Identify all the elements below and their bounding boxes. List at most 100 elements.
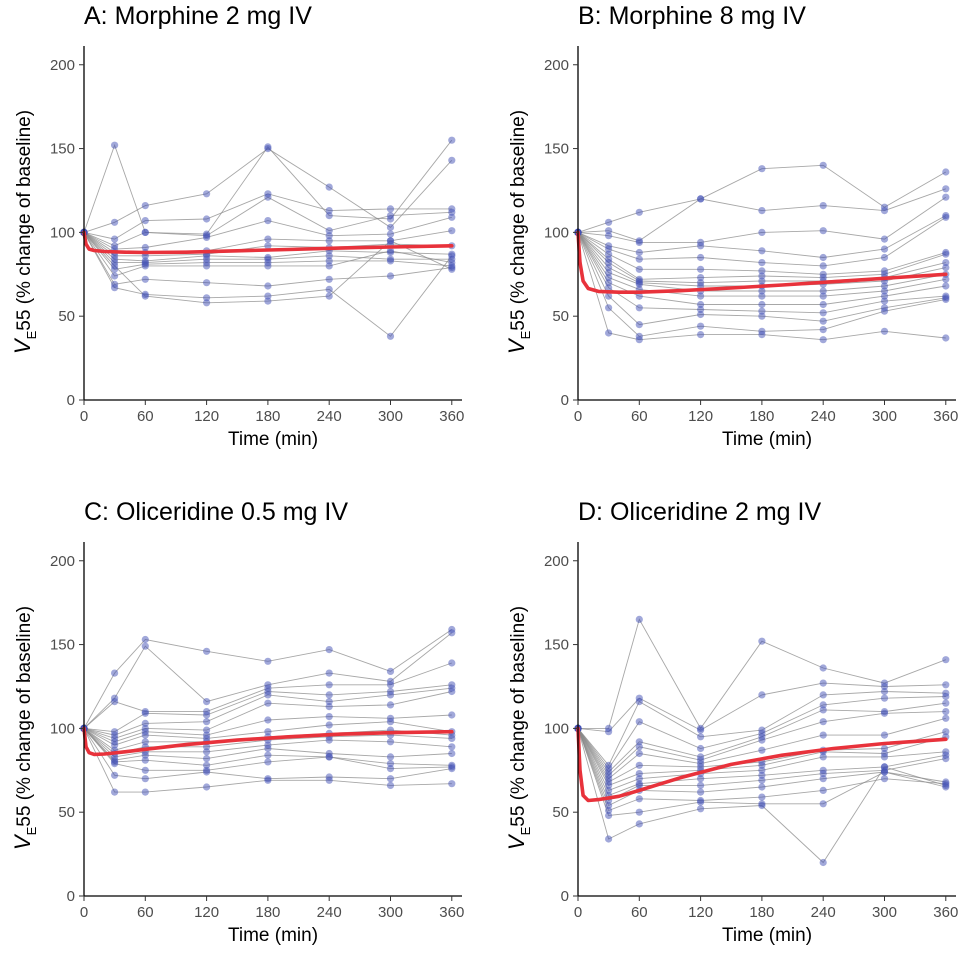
observation-point-a-5-120 <box>203 233 211 241</box>
subject-line-a-5 <box>83 216 452 250</box>
subject-line-b-2 <box>577 188 946 242</box>
subject-line-c-3 <box>83 662 452 729</box>
x-tick-label-c-240: 240 <box>317 904 342 921</box>
observation-point-a-13-120 <box>203 294 211 302</box>
observation-point-b-8-180 <box>758 277 766 285</box>
plot-area-a: 0 50 100 150 200 0 60 120 180 240 300 360 Time (min)… <box>10 46 464 450</box>
subject-lines-a <box>83 139 453 337</box>
subject-line-a-9 <box>83 232 452 264</box>
x-axis-title-b: Time (min) <box>722 429 812 450</box>
observation-point-a-13-360 <box>448 252 456 260</box>
observation-point-b-16-180 <box>758 331 766 339</box>
observation-point-a-1-30 <box>111 141 119 149</box>
y-tick-label-c-100: 100 <box>50 720 75 737</box>
observation-point-b-15-240 <box>819 326 827 334</box>
x-tick-label-b-0: 0 <box>574 408 582 425</box>
observation-point-b-12-300 <box>880 292 889 300</box>
observation-point-c-11-240 <box>325 736 333 744</box>
observation-point-d-16-300 <box>880 763 889 771</box>
subject-line-d-11 <box>577 728 946 796</box>
observation-point-d-13-30 <box>605 801 613 810</box>
observation-point-d-8-300 <box>880 744 889 753</box>
observation-point-d-2-120 <box>697 726 705 734</box>
x-tick-label-d-180: 180 <box>749 904 774 921</box>
observation-point-c-5-120 <box>203 718 211 726</box>
x-tick-label-b-300: 300 <box>872 408 897 425</box>
observation-point-b-3-360 <box>942 193 950 201</box>
observation-point-b-5-60 <box>635 255 643 263</box>
subject-line-d-2 <box>577 682 946 733</box>
observation-point-b-4-60 <box>635 248 643 257</box>
observation-point-b-7-360 <box>942 250 950 258</box>
subject-line-c-16 <box>83 728 452 793</box>
observation-point-a-12-60 <box>141 275 149 283</box>
panel-c: C: Oliceridine 0.5 mg IV 0 50 100 150 200 0 60… <box>0 496 482 974</box>
observation-point-a-13-30 <box>111 284 119 292</box>
observation-point-b-10-300 <box>880 282 889 290</box>
observation-point-a-12-120 <box>203 279 211 287</box>
observation-point-b-16-240 <box>819 336 827 344</box>
observation-point-b-5-360 <box>942 213 950 221</box>
observation-point-b-12-180 <box>758 300 766 309</box>
observation-point-a-11-120 <box>203 262 211 270</box>
observation-point-d-4-60 <box>635 718 643 726</box>
y-tick-label-c-0: 0 <box>67 888 75 905</box>
observation-point-d-9-30 <box>605 781 613 789</box>
observation-point-a-11-240 <box>325 262 333 270</box>
observation-point-c-16-360 <box>448 780 456 788</box>
observation-point-c-12-60 <box>141 751 149 759</box>
observation-point-a-14-360 <box>448 265 456 273</box>
observation-point-c-14-240 <box>325 753 333 761</box>
subject-line-b-4 <box>577 215 947 258</box>
observation-point-c-7-360 <box>448 711 456 719</box>
observation-point-b-4-120 <box>697 242 705 250</box>
subject-line-d-16 <box>577 728 946 864</box>
subject-line-c-4 <box>83 684 452 733</box>
observation-point-b-14-30 <box>605 292 613 300</box>
observation-point-d-6-300 <box>880 709 889 717</box>
observation-point-a-4-240 <box>325 227 333 235</box>
observation-point-c-14-180 <box>264 758 272 766</box>
observation-point-d-2-30 <box>605 728 613 736</box>
observation-point-c-4-240 <box>325 691 333 699</box>
y-axis-title-text-c: 55 (% change of baseline) <box>14 606 35 827</box>
observation-point-b-16-60 <box>635 336 643 344</box>
observation-point-d-10-300 <box>880 753 889 761</box>
subject-line-b-6 <box>577 232 946 275</box>
observation-point-b-11-300 <box>880 287 889 295</box>
subject-line-d-9 <box>577 728 946 786</box>
subject-line-b-3 <box>577 196 947 243</box>
observation-point-c-8-30 <box>111 741 119 749</box>
subject-line-b-1 <box>577 164 947 233</box>
observation-point-c-15-120 <box>203 768 211 776</box>
subject-line-d-7 <box>577 717 946 780</box>
observation-point-d-2-180 <box>758 691 766 699</box>
observation-point-c-12-180 <box>264 744 272 753</box>
observation-point-a-11-300 <box>386 247 395 255</box>
x-tick-label-a-180: 180 <box>255 408 280 425</box>
observation-point-d-9-60 <box>635 770 643 778</box>
observation-point-c-5-240 <box>325 698 333 706</box>
observation-point-c-3-360 <box>448 659 456 667</box>
subject-line-d-4 <box>577 696 946 770</box>
y-axis-title-symbol-a: V <box>10 337 35 354</box>
subject-line-d-13 <box>577 728 946 807</box>
observation-point-b-10-180 <box>758 287 766 295</box>
observation-point-a-4-300 <box>386 212 395 220</box>
observation-point-a-2-240 <box>325 183 333 191</box>
subject-line-a-10 <box>83 232 452 270</box>
observation-point-b-9-30 <box>605 264 613 272</box>
panel-title-a: A: Morphine 2 mg IV <box>84 2 312 30</box>
observation-point-d-14-240 <box>819 786 827 794</box>
observation-point-c-5-180 <box>264 691 272 699</box>
observation-point-d-1-360 <box>942 656 950 664</box>
observation-point-b-5-240 <box>819 262 827 270</box>
x-tick-label-c-120: 120 <box>194 904 219 921</box>
observation-point-a-1-360 <box>448 136 456 144</box>
model-curve-d <box>576 726 948 803</box>
observation-point-c-5-60 <box>141 719 149 727</box>
observation-point-c-8-180 <box>264 728 272 736</box>
subject-line-a-4 <box>83 196 452 247</box>
observation-point-b-11-240 <box>819 292 827 300</box>
x-axis-title-c: Time (min) <box>228 925 318 946</box>
